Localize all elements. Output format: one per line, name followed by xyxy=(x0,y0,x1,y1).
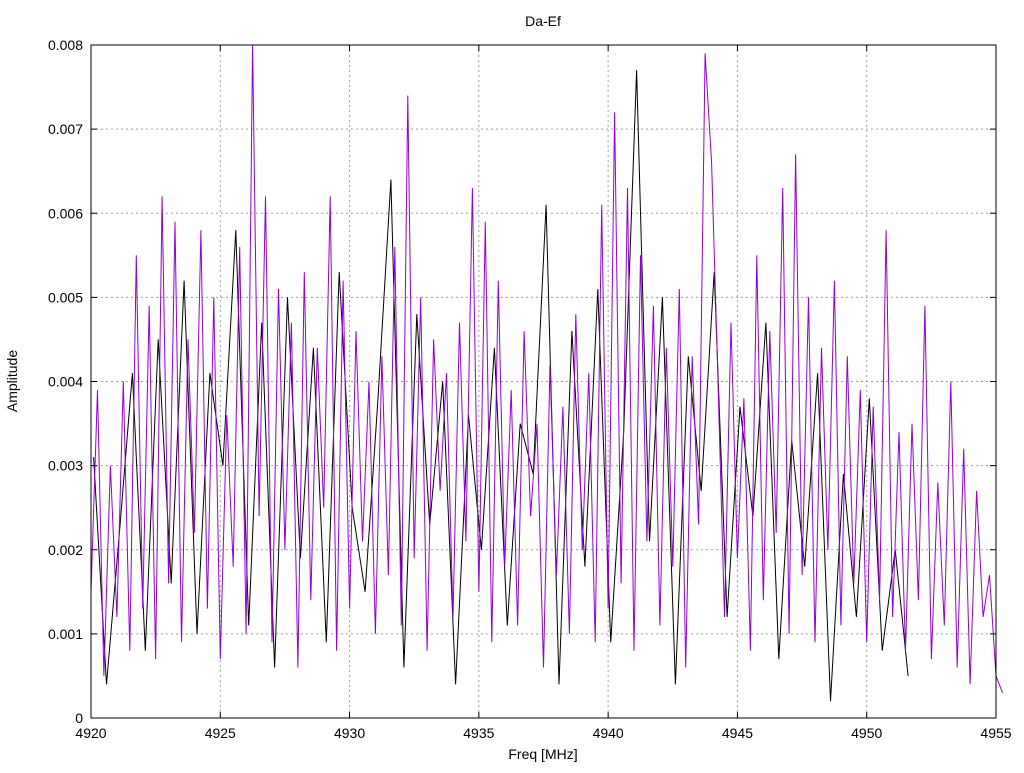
chart-title: Da-Ef xyxy=(525,13,561,29)
grid xyxy=(91,45,996,718)
x-tick-label: 4930 xyxy=(334,725,365,741)
y-tick-label: 0.003 xyxy=(48,458,83,474)
x-tick-label: 4925 xyxy=(205,725,236,741)
ticks: 4920 4925 4930 4935 4940 4945 4950 4955 0 0.001 0.… xyxy=(48,37,1012,741)
y-tick-label: 0.007 xyxy=(48,121,83,137)
y-tick-label: 0 xyxy=(75,710,83,726)
x-tick-label: 4950 xyxy=(851,725,882,741)
y-tick-label: 0.004 xyxy=(48,374,83,390)
x-tick-label: 4940 xyxy=(593,725,624,741)
x-axis-label: Freq [MHz] xyxy=(508,746,577,762)
plot-border xyxy=(90,44,997,719)
y-tick-label: 0.006 xyxy=(48,205,83,221)
series-purple-line xyxy=(90,44,1003,693)
x-tick-label: 4955 xyxy=(980,725,1011,741)
y-axis-label: Amplitude xyxy=(4,350,20,412)
y-tick-label: 0.008 xyxy=(48,37,83,53)
x-tick-label: 4945 xyxy=(722,725,753,741)
series-black-line xyxy=(93,70,909,702)
x-tick-label: 4935 xyxy=(463,725,494,741)
y-tick-label: 0.001 xyxy=(48,626,83,642)
series-group xyxy=(90,44,1003,702)
x-tick-label: 4920 xyxy=(75,725,106,741)
y-tick-label: 0.005 xyxy=(48,289,83,305)
y-tick-label: 0.002 xyxy=(48,542,83,558)
